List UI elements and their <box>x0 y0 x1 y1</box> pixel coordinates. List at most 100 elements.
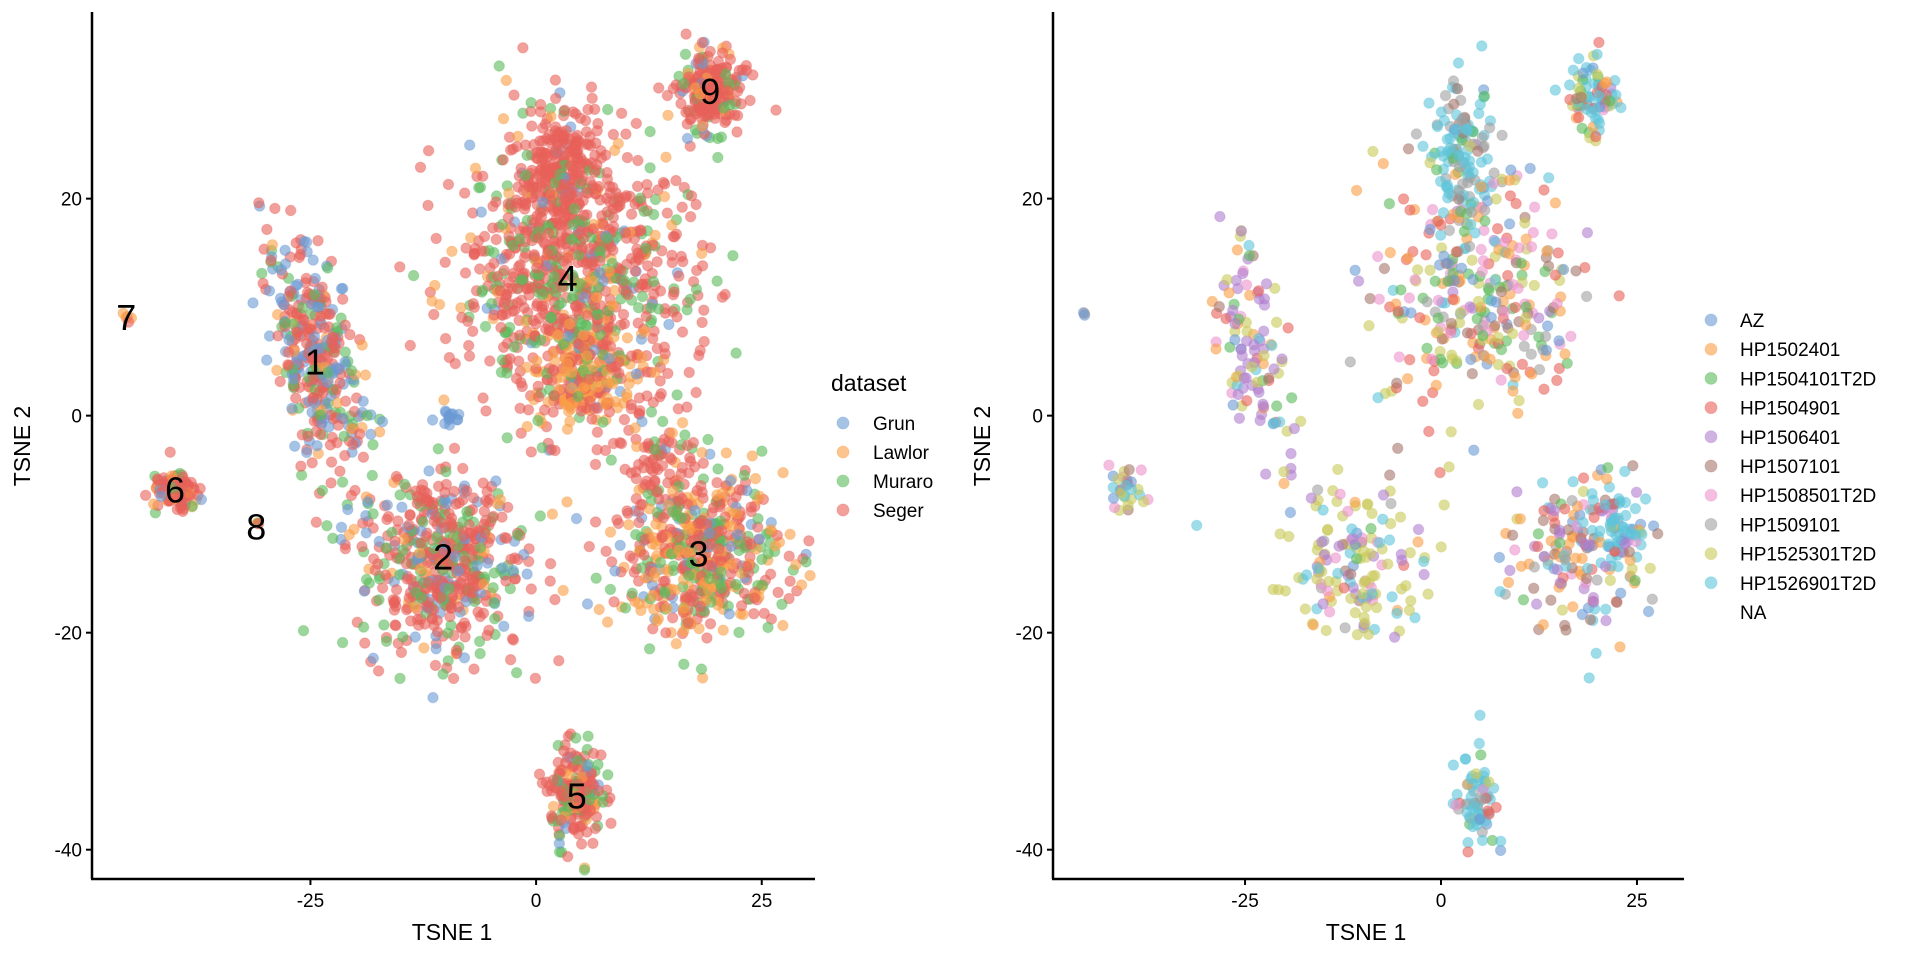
data-point-Seger <box>314 428 327 441</box>
data-point-AZ <box>1553 335 1565 347</box>
data-point-HP1525301T2D <box>1283 530 1295 543</box>
data-point-HP1508501T2D <box>1329 552 1342 564</box>
data-point-Seger <box>497 154 509 166</box>
data-point-HP1504101T2D <box>1602 462 1614 474</box>
data-point-Muraro <box>671 389 683 401</box>
data-point-Muraro <box>507 239 519 252</box>
data-point-HP1507101 <box>1402 143 1415 155</box>
data-point-AZ <box>1227 399 1239 411</box>
data-point-HP1525301T2D <box>1466 254 1478 266</box>
data-point-HP1507101 <box>1559 619 1571 632</box>
data-point-Muraro <box>590 572 602 584</box>
data-point-Lawlor <box>565 403 577 415</box>
data-point-Seger <box>547 774 560 786</box>
data-point-HP1506401 <box>1268 363 1280 375</box>
data-point-AZ <box>1524 162 1536 175</box>
data-point-Seger <box>608 596 620 608</box>
data-point-HP1508501T2D <box>1551 297 1563 310</box>
y-tick-label: -40 <box>55 841 82 862</box>
data-point-Seger <box>694 344 706 357</box>
data-point-Seger <box>475 245 488 257</box>
data-point-HP1509101 <box>1483 122 1496 134</box>
data-point-Seger <box>555 227 568 239</box>
data-point-Lawlor <box>359 369 372 381</box>
data-point-Seger <box>619 463 631 475</box>
data-point-HP1526901T2D <box>1312 562 1324 574</box>
data-point-HP1509101 <box>1456 113 1469 125</box>
data-point-Muraro <box>443 583 455 595</box>
data-point-Seger <box>498 297 510 309</box>
data-point-HP1525301T2D <box>1370 601 1383 614</box>
data-point-Muraro <box>565 234 578 246</box>
data-point-Seger <box>448 442 461 454</box>
data-point-HP1504101T2D <box>1482 282 1495 294</box>
data-point-Lawlor <box>667 485 679 497</box>
data-point-HP1525301T2D <box>1404 547 1417 559</box>
data-point-Seger <box>589 458 602 471</box>
data-point-HP1507101 <box>1506 529 1519 541</box>
data-point-HP1508501T2D <box>1372 250 1384 263</box>
cluster-label-1: 1 <box>305 341 325 382</box>
legend-label: Grun <box>873 414 915 435</box>
data-point-HP1526901T2D <box>1418 555 1430 568</box>
legend-key-dot <box>836 474 850 488</box>
data-point-Seger <box>548 205 560 217</box>
data-point-Seger <box>633 516 645 529</box>
data-point-Seger <box>619 191 631 204</box>
data-point-Seger <box>618 318 631 330</box>
data-point-Seger <box>681 401 693 413</box>
data-point-Muraro <box>322 262 334 274</box>
data-point-Seger <box>531 262 543 274</box>
data-point-HP1508501T2D <box>1342 505 1354 517</box>
data-point-Muraro <box>532 414 544 427</box>
data-point-Lawlor <box>608 331 620 343</box>
data-point-HP1506401 <box>1257 398 1269 410</box>
data-point-Seger <box>544 558 557 570</box>
data-point-Muraro <box>712 463 724 475</box>
data-point-Seger <box>601 166 613 179</box>
data-point-Grun <box>247 297 259 309</box>
data-point-Muraro <box>314 409 327 421</box>
data-point-Muraro <box>602 769 614 781</box>
data-point-HP1504101T2D <box>1442 275 1454 287</box>
data-point-AZ <box>1540 344 1553 356</box>
data-point-HP1506401 <box>1412 523 1425 536</box>
data-point-Seger <box>638 462 650 474</box>
data-point-HP1509101 <box>1539 330 1552 343</box>
legend-item: HP1508501T2D <box>1704 486 1876 507</box>
data-point-Seger <box>500 308 512 320</box>
data-point-Muraro <box>461 506 473 518</box>
data-point-Seger <box>422 145 435 157</box>
data-point-Lawlor <box>621 388 633 400</box>
data-point-Grun <box>523 610 535 622</box>
data-point-HP1502401 <box>1601 76 1613 88</box>
data-point-HP1525301T2D <box>1270 316 1283 328</box>
data-point-Seger <box>607 128 620 141</box>
data-point-Seger <box>625 350 638 362</box>
data-point-Seger <box>685 588 697 601</box>
data-point-Lawlor <box>418 642 430 654</box>
data-point-HP1526901T2D <box>1629 528 1641 541</box>
data-point-HP1504901 <box>1338 582 1350 594</box>
data-point-Seger <box>474 610 486 623</box>
data-point-Lawlor <box>563 318 576 330</box>
data-point-Lawlor <box>666 427 679 439</box>
data-point-Seger <box>325 456 338 468</box>
data-point-HP1508501T2D <box>1432 294 1445 306</box>
data-point-Lawlor <box>581 350 593 362</box>
data-point-Seger <box>532 232 544 244</box>
data-point-HP1525301T2D <box>1241 325 1253 338</box>
data-point-HP1526901T2D <box>1452 57 1465 69</box>
data-point-Seger <box>496 511 508 523</box>
data-point-Seger <box>740 64 753 77</box>
data-point-Grun <box>471 560 483 572</box>
data-point-HP1525301T2D <box>1403 604 1416 616</box>
data-point-Lawlor <box>593 603 605 616</box>
data-point-Seger <box>537 122 549 134</box>
data-point-HP1526901T2D <box>1543 172 1555 184</box>
legend-key-dot <box>1704 459 1718 473</box>
data-point-Muraro <box>657 415 669 428</box>
data-point-Muraro <box>473 182 485 194</box>
data-point-Lawlor <box>531 355 543 367</box>
data-point-HP1525301T2D <box>1506 328 1519 340</box>
